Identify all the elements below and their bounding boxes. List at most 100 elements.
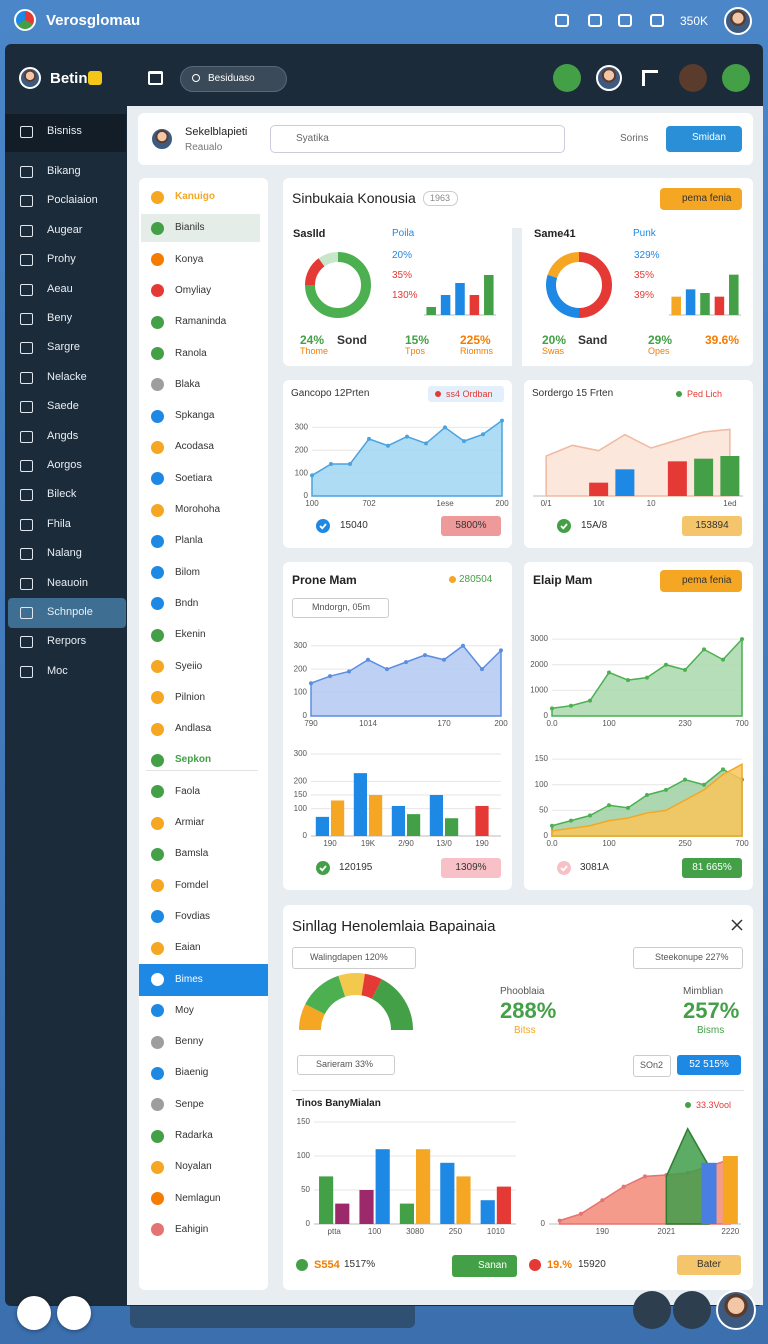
pill-text[interactable]: 81 665%: [692, 862, 732, 873]
pill[interactable]: [677, 1255, 741, 1275]
bar: [416, 1149, 431, 1224]
list-item[interactable]: Noyalan: [175, 1161, 212, 1173]
sidebar-item[interactable]: Beny: [47, 312, 73, 324]
sidebar-item[interactable]: Neauoin: [47, 576, 88, 589]
list-item[interactable]: Acodasa: [175, 441, 214, 453]
list-item[interactable]: Ranola: [175, 347, 207, 359]
list-item[interactable]: Blaka: [175, 378, 201, 390]
fab[interactable]: [17, 1296, 51, 1330]
list-item[interactable]: Planla: [175, 535, 203, 547]
pill[interactable]: [682, 858, 742, 878]
list-item[interactable]: Biaenig: [175, 1067, 209, 1079]
select-box[interactable]: [270, 125, 565, 153]
list-item[interactable]: Radarka: [175, 1130, 213, 1141]
select-text[interactable]: Syatika: [296, 133, 329, 144]
list-item[interactable]: Syeiio: [175, 660, 203, 672]
pill-text[interactable]: 1309%: [455, 862, 487, 873]
pill[interactable]: [677, 1055, 741, 1075]
button-label[interactable]: pema fenia: [682, 193, 732, 204]
input-box[interactable]: [633, 1055, 671, 1077]
list-item[interactable]: Bianils: [175, 222, 205, 234]
sidebar-item[interactable]: Fhila: [47, 517, 71, 530]
list-item[interactable]: Senpe: [175, 1098, 204, 1110]
pill[interactable]: [682, 516, 742, 536]
list-item[interactable]: Kanuigo: [175, 191, 215, 202]
sidebar-item[interactable]: Angds: [47, 429, 79, 442]
brand-badge: [88, 71, 102, 85]
list-item[interactable]: Eaian: [175, 942, 201, 954]
point: [309, 681, 313, 686]
status-dot: [150, 973, 164, 986]
pill-text[interactable]: 153894: [695, 520, 729, 531]
sidebar-item[interactable]: Nelacke: [47, 370, 87, 383]
sidebar-item[interactable]: Rerpors: [47, 635, 87, 648]
search-box[interactable]: [292, 598, 389, 618]
search-text[interactable]: Walingdapen 120%: [310, 952, 388, 962]
search-box[interactable]: [297, 1055, 395, 1075]
button-label[interactable]: Smidan: [692, 132, 726, 143]
list-item[interactable]: Bimes: [175, 973, 203, 985]
button-label[interactable]: pema fenia: [682, 575, 732, 586]
list-item[interactable]: Moy: [175, 1004, 194, 1016]
list-item[interactable]: Fomdel: [175, 879, 209, 891]
sidebar-item[interactable]: Bisniss: [47, 125, 82, 137]
list-item[interactable]: Omyliay: [175, 284, 212, 296]
pill-text[interactable]: Sanan: [478, 1260, 507, 1271]
card-button[interactable]: [660, 570, 742, 592]
search-box[interactable]: [633, 947, 743, 969]
list-item[interactable]: Nemlagun: [175, 1192, 221, 1204]
fab[interactable]: [673, 1291, 711, 1329]
list-item[interactable]: Armiar: [175, 817, 205, 828]
sidebar-item[interactable]: Prohy: [47, 253, 76, 266]
sidebar-item[interactable]: Bikang: [47, 165, 81, 177]
list-item[interactable]: Bamsla: [175, 848, 209, 860]
list-item[interactable]: Faola: [175, 785, 201, 797]
list-item[interactable]: Soetiara: [175, 472, 213, 484]
x-tick-label: 10t: [593, 499, 605, 508]
list-item[interactable]: Eahigin: [175, 1223, 209, 1235]
list-item[interactable]: Ramaninda: [175, 316, 227, 328]
sidebar-item[interactable]: Aeau: [47, 282, 73, 295]
list-item[interactable]: Andlasa: [175, 723, 212, 735]
fab[interactable]: [57, 1296, 91, 1330]
list-item[interactable]: Pilnion: [175, 691, 206, 703]
close-icon[interactable]: [730, 918, 744, 932]
list-item[interactable]: Spkanga: [175, 410, 215, 422]
pill-text[interactable]: 5800%: [455, 520, 487, 531]
fab[interactable]: [633, 1291, 671, 1329]
card-button[interactable]: [660, 188, 742, 210]
list-item[interactable]: Morohoha: [175, 504, 221, 515]
sidebar-item[interactable]: Saede: [47, 400, 79, 413]
list-item[interactable]: Ekenin: [175, 629, 206, 641]
search-text[interactable]: Mndorgn, 05m: [312, 602, 371, 612]
list-item[interactable]: Sepkon: [175, 754, 212, 766]
search-text[interactable]: Besiduaso: [208, 73, 255, 84]
sidebar-item[interactable]: Schnpole: [47, 606, 93, 618]
sidebar-item[interactable]: Bileck: [47, 488, 77, 501]
sidebar-item[interactable]: Sargre: [47, 341, 81, 354]
home-icon[interactable]: [148, 71, 163, 85]
pill-text[interactable]: Bater: [697, 1259, 721, 1270]
sidebar-item[interactable]: Poclaiaion: [47, 194, 98, 207]
x-tick-label: 230: [678, 719, 692, 728]
list-item[interactable]: Benny: [175, 1036, 204, 1048]
pill-text[interactable]: 52 515%: [689, 1059, 729, 1070]
sidebar-item[interactable]: Nalang: [47, 547, 82, 560]
sidebar-icon: [20, 636, 33, 649]
input-text[interactable]: SOn2: [640, 1060, 664, 1070]
list-item[interactable]: Bilom: [175, 566, 201, 578]
list-item[interactable]: Konya: [175, 253, 204, 265]
sidebar-item[interactable]: Moc: [47, 664, 68, 677]
header-link[interactable]: Sorins: [620, 133, 649, 144]
list-item[interactable]: Bndn: [175, 597, 199, 609]
search-text[interactable]: Steekonupe 227%: [655, 952, 729, 962]
sidebar-item[interactable]: Aorgos: [47, 459, 82, 471]
search-text[interactable]: Sarieram 33%: [316, 1059, 374, 1069]
list-item[interactable]: Fovdias: [175, 910, 211, 922]
pill[interactable]: [452, 1255, 517, 1277]
pill[interactable]: [441, 858, 501, 878]
sidebar-item[interactable]: Augear: [47, 223, 83, 236]
pill[interactable]: [441, 516, 501, 536]
header-button[interactable]: [666, 126, 742, 152]
search-box[interactable]: [292, 947, 416, 969]
